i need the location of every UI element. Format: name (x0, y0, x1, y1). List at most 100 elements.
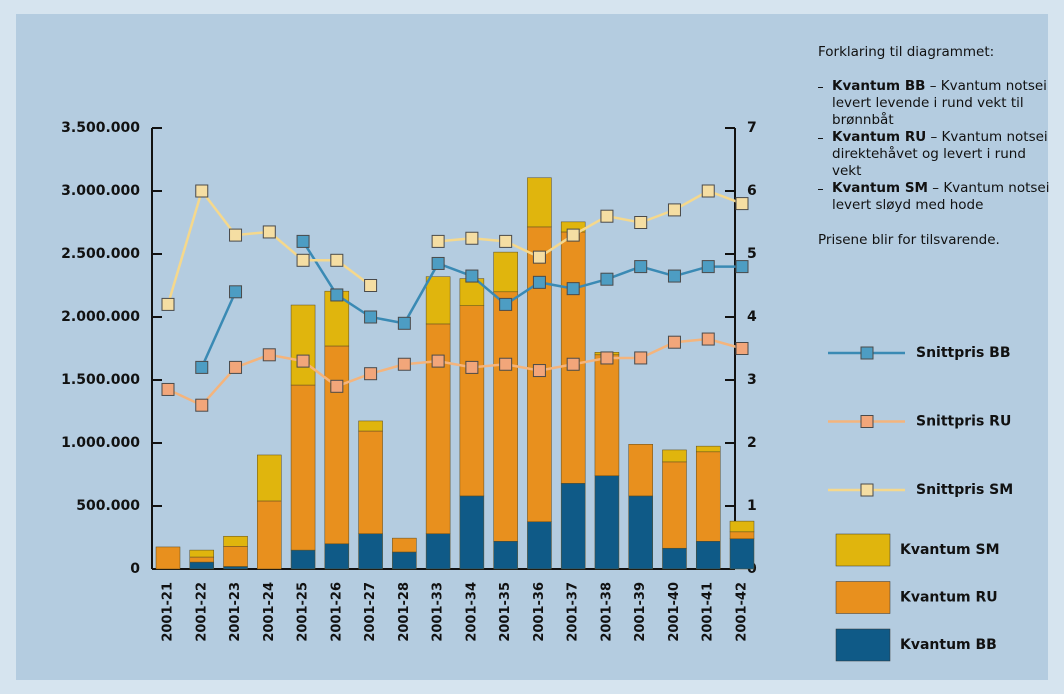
marker (499, 297, 513, 311)
marker (634, 351, 648, 365)
marker (431, 354, 445, 368)
y-tick-label: 0 (130, 561, 140, 577)
item-term: Kvantum BB (832, 78, 926, 94)
bar-segment (662, 461, 687, 549)
x-tick-label: 2001-28 (397, 582, 412, 642)
y-tick-label: 500.000 (76, 498, 140, 514)
x-tick-label: 2001-41 (701, 582, 716, 642)
item-text: – Kvantum notsei levert levende i rund v… (832, 78, 1047, 128)
bar-segment (695, 541, 721, 570)
marker (735, 197, 749, 211)
bar-segment (223, 546, 248, 567)
bar-segment (695, 445, 721, 453)
marker (161, 297, 175, 311)
x-tick-label: 2001-38 (599, 582, 614, 642)
marker (499, 357, 513, 371)
x-tick-label: 2001-26 (329, 582, 344, 642)
bar-segment (358, 430, 383, 534)
marker (195, 360, 209, 374)
bar-segment (560, 483, 586, 570)
marker (465, 269, 479, 283)
x-tick-label: 2001-25 (296, 582, 311, 642)
item-text: – Kvantum notsei direktehåvet og levert … (832, 129, 1048, 179)
bar-segment (662, 449, 687, 463)
bar-segment (358, 533, 383, 570)
y-tick-label: 3.500.000 (61, 120, 140, 136)
explanation-title: Forklaring til diagrammet: (818, 44, 995, 60)
bar-segment (560, 231, 586, 484)
marker (465, 231, 479, 245)
legend-label: Snittpris RU (916, 414, 1011, 430)
bar-segment (459, 495, 485, 570)
bar-segment (155, 546, 181, 570)
legend-label: Kvantum RU (900, 590, 998, 606)
marker (364, 367, 378, 381)
bar-segment (392, 537, 417, 553)
marker (229, 228, 243, 242)
bar-segment (729, 531, 755, 540)
bar-segment (594, 475, 620, 570)
bar-segment (189, 549, 215, 558)
x-tick-label: 2001-40 (667, 582, 682, 642)
marker (634, 216, 648, 229)
bar-segment (223, 566, 248, 570)
dash (818, 87, 823, 88)
marker (229, 360, 243, 374)
legend-label: Snittpris BB (916, 345, 1011, 361)
marker (330, 379, 344, 393)
marker (701, 260, 715, 274)
x-tick-label: 2001-22 (194, 582, 209, 642)
marker (465, 360, 479, 374)
marker (532, 364, 546, 378)
bar-segment (223, 535, 248, 547)
x-tick-label: 2001-36 (532, 582, 547, 642)
bar-segment (324, 345, 350, 545)
y2-tick-label: 3 (747, 372, 757, 388)
marker (532, 250, 546, 264)
x-tick-label: 2001-42 (735, 582, 750, 642)
marker (701, 332, 715, 346)
marker (330, 288, 344, 302)
x-tick-label: 2001-35 (498, 582, 513, 642)
marker (364, 310, 378, 324)
y2-tick-label: 7 (747, 120, 757, 136)
bar-segment (527, 521, 552, 570)
marker (262, 348, 276, 362)
explanation: Forklaring til diagrammet: Kvantum BB – … (818, 44, 1058, 249)
marker (364, 279, 378, 292)
x-tick-label: 2001-34 (464, 582, 479, 642)
bar-segment (257, 454, 282, 502)
legend-label: Kvantum BB (900, 637, 997, 653)
bar-segment (493, 251, 518, 293)
x-tick-label: 2001-23 (228, 582, 243, 642)
marker (296, 234, 310, 248)
marker (195, 184, 209, 198)
marker (735, 260, 749, 274)
y-tick-label: 2.500.000 (61, 246, 140, 262)
marker (397, 316, 411, 330)
dash (818, 189, 823, 190)
bar-segment (628, 495, 653, 570)
y2-tick-label: 5 (747, 246, 757, 262)
explanation-items: Kvantum BB – Kvantum notsei levert leven… (818, 78, 1058, 214)
legend-label: Kvantum SM (900, 542, 1000, 558)
bar-segment (290, 549, 316, 570)
x-tick-label: 2001-33 (431, 582, 446, 642)
bar-segment (324, 543, 350, 570)
bar-segment (290, 384, 316, 551)
x-tick-label: 2001-39 (633, 582, 648, 642)
y-tick-label: 2.000.000 (61, 309, 140, 325)
legend-marker (860, 483, 874, 497)
explanation-item: Kvantum SM – Kvantum notsei levert sløyd… (818, 180, 1058, 214)
marker (701, 184, 715, 198)
legend-marker (860, 346, 874, 360)
bar-segment (459, 305, 485, 497)
item-term: Kvantum RU (832, 129, 927, 145)
marker (566, 282, 580, 296)
bar-segment (425, 533, 451, 570)
legend-swatch (835, 581, 891, 614)
bar-segment (527, 177, 552, 228)
bar-segment (425, 276, 451, 325)
bar-segment (628, 444, 653, 497)
